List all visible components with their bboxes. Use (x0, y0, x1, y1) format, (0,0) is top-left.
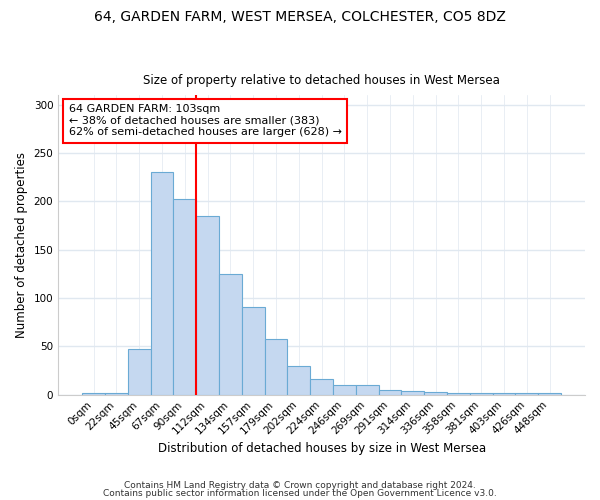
Bar (310, 380, 333, 394)
Bar (242, 307, 265, 394)
Bar (105, 393, 128, 394)
Bar (265, 338, 287, 394)
Bar (493, 393, 515, 394)
Bar (82, 393, 105, 394)
Bar (379, 390, 401, 394)
Bar (470, 393, 493, 394)
Bar (128, 350, 151, 395)
Bar (333, 385, 356, 394)
Bar (401, 391, 424, 394)
Bar (424, 392, 447, 394)
Y-axis label: Number of detached properties: Number of detached properties (15, 152, 28, 338)
Bar (151, 172, 173, 394)
X-axis label: Distribution of detached houses by size in West Mersea: Distribution of detached houses by size … (158, 442, 485, 455)
Text: 64, GARDEN FARM, WEST MERSEA, COLCHESTER, CO5 8DZ: 64, GARDEN FARM, WEST MERSEA, COLCHESTER… (94, 10, 506, 24)
Text: Contains HM Land Registry data © Crown copyright and database right 2024.: Contains HM Land Registry data © Crown c… (124, 481, 476, 490)
Bar (538, 393, 561, 394)
Text: Contains public sector information licensed under the Open Government Licence v3: Contains public sector information licen… (103, 488, 497, 498)
Bar (515, 393, 538, 394)
Bar (287, 366, 310, 394)
Bar (447, 393, 470, 394)
Bar (356, 385, 379, 394)
Text: 64 GARDEN FARM: 103sqm
← 38% of detached houses are smaller (383)
62% of semi-de: 64 GARDEN FARM: 103sqm ← 38% of detached… (69, 104, 342, 138)
Bar (219, 274, 242, 394)
Bar (196, 216, 219, 394)
Title: Size of property relative to detached houses in West Mersea: Size of property relative to detached ho… (143, 74, 500, 87)
Bar (173, 198, 196, 394)
